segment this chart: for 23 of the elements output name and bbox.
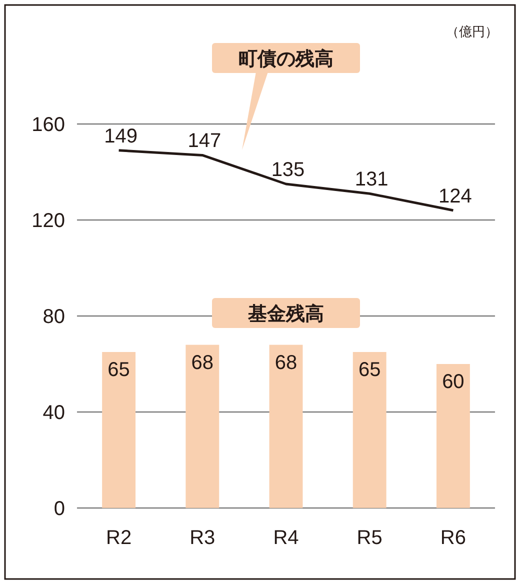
- data-label: 147: [188, 130, 222, 152]
- x-tick-label: R4: [273, 527, 299, 549]
- x-tick-label: R3: [190, 527, 216, 549]
- x-tick-label: R6: [440, 527, 466, 549]
- y-tick-label: 0: [54, 498, 65, 520]
- y-tick-label: 40: [42, 402, 65, 424]
- data-label: 149: [104, 125, 138, 148]
- data-label: 60: [442, 371, 464, 393]
- data-label: 124: [438, 185, 472, 208]
- data-label: 68: [274, 352, 298, 374]
- data-label: 135: [271, 159, 305, 181]
- y-tick-label: 160: [32, 114, 65, 136]
- data-label: 68: [191, 352, 214, 374]
- series-label: 基金残高: [247, 303, 324, 325]
- x-tick-label: R5: [356, 527, 382, 549]
- text: （億円）: [446, 24, 498, 39]
- x-tick-label: R2: [106, 527, 132, 549]
- data-label: 65: [108, 359, 130, 381]
- y-tick-label: 80: [42, 306, 65, 328]
- data-label: 65: [358, 359, 381, 381]
- text: 町債の残高: [238, 48, 334, 70]
- data-label: 131: [354, 168, 388, 191]
- y-tick-label: 120: [32, 210, 65, 232]
